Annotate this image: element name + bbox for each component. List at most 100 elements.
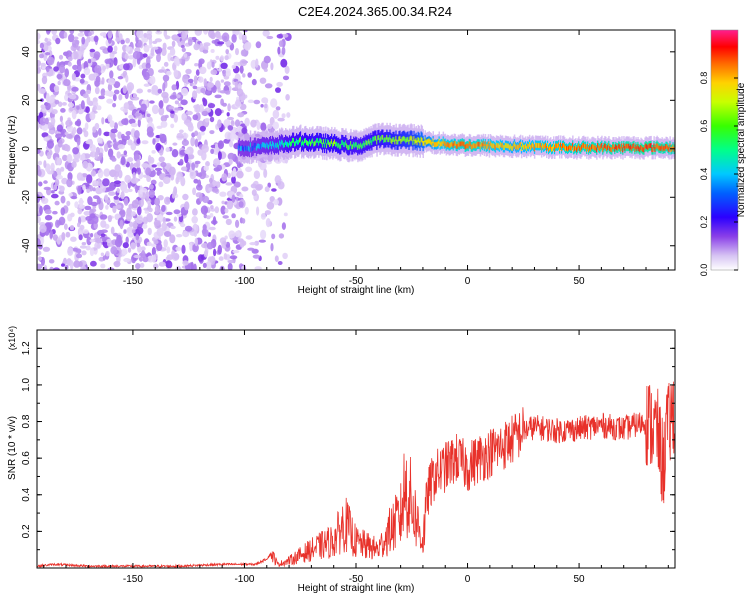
signal-core-cell <box>311 139 313 145</box>
noise-speckle <box>223 81 231 87</box>
noise-speckle <box>267 123 273 129</box>
signal-core-cell <box>445 143 448 149</box>
noise-speckle <box>221 32 230 42</box>
noise-speckle <box>107 148 114 158</box>
noise-speckle <box>149 184 154 190</box>
noise-speckle <box>228 158 233 165</box>
signal-core-cell <box>655 144 657 149</box>
noise-speckle <box>163 61 169 67</box>
signal-core-cell <box>486 143 489 149</box>
signal-core-cell <box>297 140 299 145</box>
noise-speckle <box>82 160 89 169</box>
noise-speckle <box>164 196 171 205</box>
noise-speckle <box>67 56 73 62</box>
noise-speckle <box>89 48 96 53</box>
noise-speckle <box>70 236 77 242</box>
noise-speckle <box>152 40 158 45</box>
x-tick-label: 50 <box>574 276 586 287</box>
noise-speckle <box>225 90 231 95</box>
noise-speckle <box>55 133 63 139</box>
signal-core-cell <box>572 142 574 148</box>
signal-core-cell <box>396 139 398 145</box>
noise-speckle <box>233 78 239 83</box>
y-tick-label: 40 <box>21 46 32 58</box>
noise-speckle <box>270 62 274 71</box>
noise-speckle <box>41 197 49 204</box>
signal-core-cell <box>494 145 497 151</box>
signal-core-cell <box>421 137 423 143</box>
noise-speckle <box>148 44 153 49</box>
snr-x-axis-label: Height of straight line (km) <box>298 583 415 594</box>
noise-speckle <box>166 70 172 76</box>
noise-speckle <box>259 77 267 84</box>
signal-core-cell <box>555 143 557 149</box>
noise-speckle <box>142 53 148 58</box>
noise-speckle <box>278 40 284 47</box>
signal-core-cell <box>407 136 409 142</box>
noise-speckle <box>113 89 120 95</box>
noise-speckle <box>244 117 250 127</box>
signal-core-cell <box>600 144 602 150</box>
noise-speckle <box>51 30 58 36</box>
noise-speckle <box>213 248 217 257</box>
signal-core-cell <box>474 143 477 149</box>
signal-core-cell <box>478 141 481 147</box>
signal-core-cell <box>365 139 367 145</box>
noise-speckle <box>171 250 176 258</box>
noise-speckle <box>123 229 127 234</box>
noise-speckle <box>41 75 48 85</box>
noise-speckle <box>136 159 141 169</box>
noise-speckle <box>281 222 286 230</box>
signal-core-cell <box>305 138 307 143</box>
noise-speckle <box>131 200 139 209</box>
signal-core-cell <box>607 145 609 150</box>
noise-speckle <box>110 246 118 255</box>
signal-core-cell <box>237 145 240 151</box>
noise-speckle <box>177 132 183 137</box>
noise-speckle <box>201 144 209 153</box>
noise-speckle <box>171 34 179 41</box>
signal-core-cell <box>323 139 325 144</box>
noise-speckle <box>125 45 131 52</box>
noise-speckle <box>267 182 272 188</box>
signal-core-cell <box>557 143 559 149</box>
signal-core-cell <box>362 143 364 148</box>
signal-core-cell <box>433 142 435 148</box>
signal-core-cell <box>440 141 442 147</box>
noise-speckle <box>222 102 227 107</box>
noise-speckle <box>53 85 60 93</box>
noise-speckle <box>203 250 208 258</box>
signal-core-cell <box>513 141 516 147</box>
noise-speckle <box>127 157 134 163</box>
signal-core-cell <box>420 136 422 142</box>
signal-core-cell <box>582 143 584 149</box>
signal-core-cell <box>523 144 526 150</box>
noise-speckle <box>54 200 60 206</box>
noise-speckle <box>155 134 161 139</box>
noise-speckle <box>89 239 96 243</box>
noise-speckle <box>121 118 129 125</box>
noise-speckle <box>89 111 96 121</box>
signal-core-cell <box>398 136 400 142</box>
signal-core-cell <box>475 143 478 149</box>
signal-core-cell <box>562 143 564 148</box>
noise-speckle <box>77 185 82 195</box>
signal-core-cell <box>466 143 469 149</box>
signal-core-cell <box>327 139 329 145</box>
signal-core-cell <box>663 145 665 151</box>
x-tick-label: 50 <box>574 574 586 585</box>
noise-speckle <box>84 38 89 47</box>
signal-core-cell <box>493 144 496 149</box>
signal-core-cell <box>382 134 384 140</box>
noise-speckle <box>43 186 51 191</box>
noise-speckle <box>117 76 124 80</box>
noise-speckle <box>221 173 228 182</box>
noise-speckle <box>266 201 275 210</box>
signal-core-cell <box>591 144 593 150</box>
noise-speckle <box>183 230 188 234</box>
signal-core-cell <box>502 145 505 150</box>
noise-speckle <box>192 114 199 121</box>
noise-speckle <box>158 100 164 109</box>
noise-speckle <box>140 246 146 251</box>
